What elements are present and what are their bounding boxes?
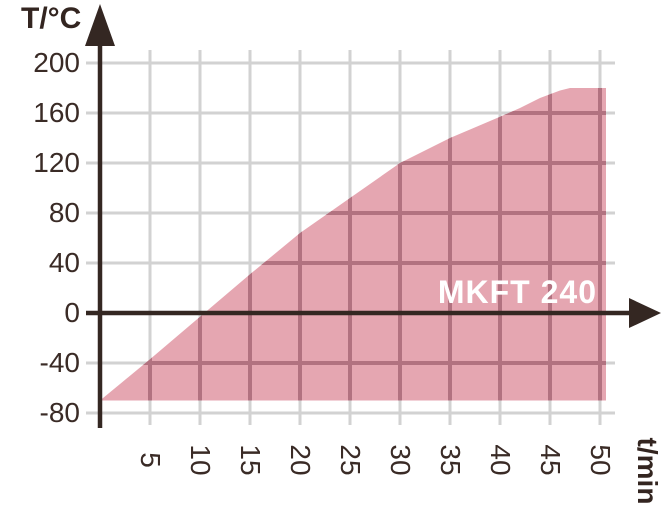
axes-group bbox=[85, 4, 661, 428]
x-axis-title: t/min bbox=[632, 437, 663, 505]
y-tick-label: -40 bbox=[39, 347, 80, 378]
x-tick-label: 25 bbox=[335, 444, 366, 476]
x-tick-label: 50 bbox=[585, 444, 616, 476]
y-tick-label: 120 bbox=[33, 147, 80, 178]
y-tick-label: 80 bbox=[48, 197, 80, 228]
x-tick-label: 40 bbox=[485, 444, 516, 476]
x-tick-label: 20 bbox=[285, 444, 316, 476]
area-group bbox=[100, 88, 606, 401]
y-tick-label: 0 bbox=[64, 297, 80, 328]
x-tick-label: 15 bbox=[235, 444, 266, 476]
y-axis-title: T/°C bbox=[21, 2, 82, 35]
y-axis-arrow-icon bbox=[85, 4, 115, 46]
x-tick-label: 35 bbox=[435, 444, 466, 476]
x-axis-arrow-icon bbox=[629, 298, 661, 328]
x-tick-label: 45 bbox=[535, 444, 566, 476]
y-tick-label: 160 bbox=[33, 97, 80, 128]
series-label: MKFT 240 bbox=[437, 274, 597, 310]
y-tick-label: -80 bbox=[39, 397, 80, 428]
x-tick-label: 5 bbox=[135, 452, 166, 468]
x-tick-label: 30 bbox=[385, 444, 416, 476]
y-tick-label: 200 bbox=[33, 47, 80, 78]
y-tick-label: 40 bbox=[48, 247, 80, 278]
x-tick-label: 10 bbox=[185, 444, 216, 476]
